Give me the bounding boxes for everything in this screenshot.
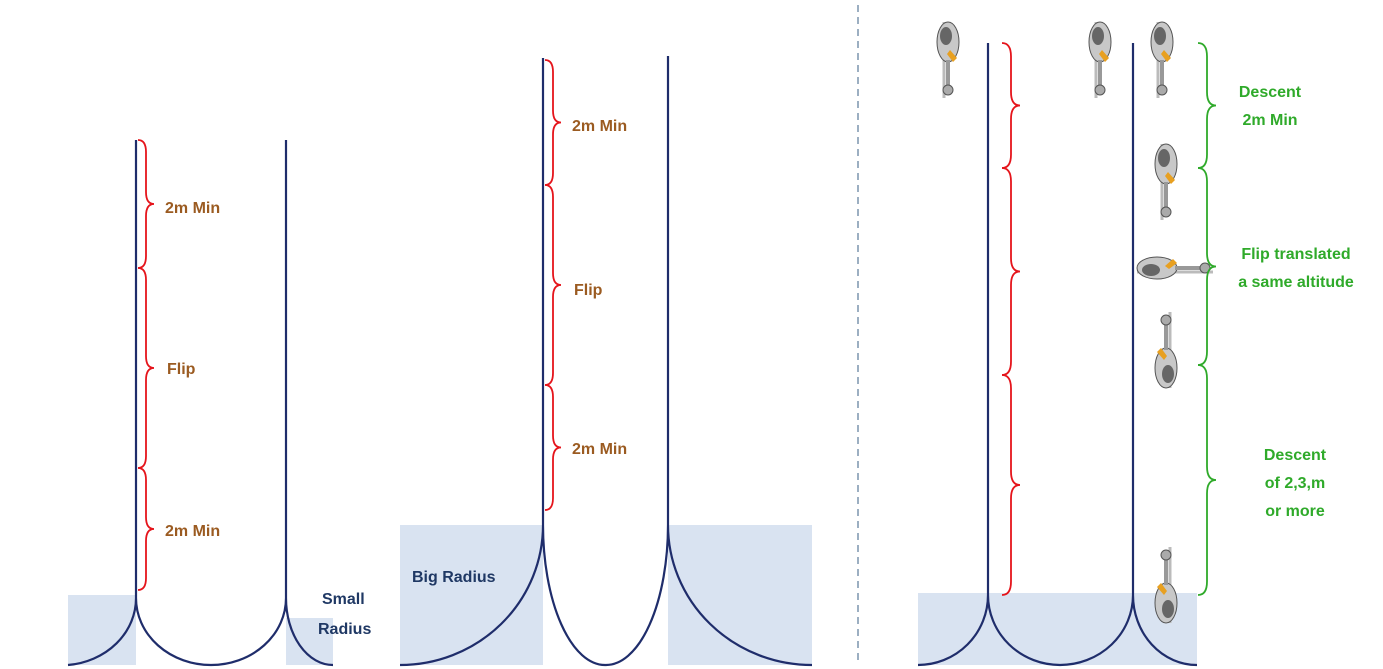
brace — [544, 59, 562, 186]
label: Descent — [1239, 84, 1302, 101]
helicopter — [1135, 255, 1215, 281]
brace — [1001, 167, 1021, 376]
brace — [544, 384, 562, 511]
brace — [544, 184, 562, 386]
radius-label: Small — [322, 591, 365, 608]
shade — [668, 525, 812, 665]
brace — [1001, 42, 1021, 169]
brace — [1197, 364, 1217, 596]
shade — [918, 593, 1197, 665]
label: a same altitude — [1238, 274, 1354, 291]
label: 2m Min — [165, 200, 220, 217]
label: 2m Min — [165, 523, 220, 540]
helicopter — [935, 20, 961, 100]
label: of 2,3,m — [1265, 475, 1325, 492]
helicopter — [1153, 310, 1179, 390]
label: Flip translated — [1241, 246, 1350, 263]
label: or more — [1265, 503, 1325, 520]
brace — [1197, 167, 1217, 366]
radius-label: Radius — [318, 621, 371, 638]
tube — [917, 43, 1198, 667]
label: 2m Min — [572, 118, 627, 135]
left-panel: 2m Min Flip 2m Min Small Radius — [67, 140, 371, 667]
label: 2m Min — [1242, 112, 1297, 129]
brace — [1001, 374, 1021, 596]
right-panel: Descent 2m Min Flip translated a same al… — [917, 20, 1354, 667]
brace — [1197, 42, 1217, 169]
brace — [137, 267, 155, 469]
brace — [137, 139, 155, 269]
label: Flip — [574, 282, 603, 299]
radius-label: Big Radius — [412, 569, 496, 586]
helicopter — [1087, 20, 1113, 100]
helicopter — [1149, 20, 1175, 100]
shade — [400, 525, 543, 665]
brace — [137, 467, 155, 591]
tube — [399, 56, 813, 667]
helicopter — [1153, 142, 1179, 222]
label: Descent — [1264, 447, 1327, 464]
helicopter — [1153, 545, 1179, 625]
tube — [67, 140, 334, 667]
label: 2m Min — [572, 441, 627, 458]
middle-panel: 2m Min Flip 2m Min Big Radius — [399, 56, 813, 667]
label: Flip — [167, 361, 196, 378]
